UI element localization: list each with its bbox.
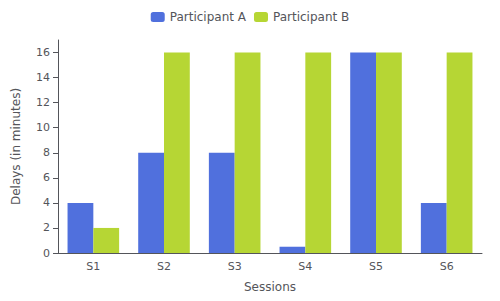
svg-text:0: 0	[43, 247, 50, 260]
svg-text:14: 14	[36, 71, 50, 84]
svg-text:2: 2	[43, 221, 50, 234]
svg-text:Participant A: Participant A	[170, 10, 247, 24]
svg-text:S3: S3	[228, 260, 242, 273]
svg-text:12: 12	[36, 96, 50, 109]
svg-text:6: 6	[43, 171, 50, 184]
svg-text:S6: S6	[440, 260, 454, 273]
svg-text:Participant B: Participant B	[273, 10, 349, 24]
svg-text:16: 16	[36, 46, 50, 59]
svg-text:S1: S1	[86, 260, 100, 273]
svg-text:10: 10	[36, 121, 50, 134]
svg-text:Sessions: Sessions	[244, 280, 296, 294]
svg-text:S4: S4	[298, 260, 312, 273]
svg-text:8: 8	[43, 146, 50, 159]
svg-text:Delays (in minutes): Delays (in minutes)	[9, 88, 23, 205]
svg-text:4: 4	[43, 196, 50, 209]
svg-text:S5: S5	[369, 260, 383, 273]
svg-text:S2: S2	[157, 260, 171, 273]
